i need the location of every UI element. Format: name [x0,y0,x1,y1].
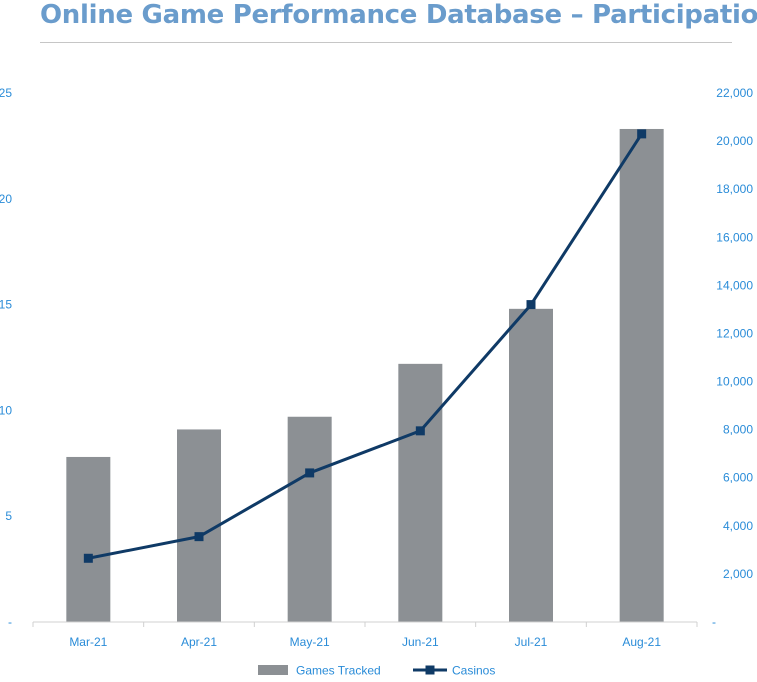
casinos-marker-mar-21 [83,553,93,563]
casinos-marker-may-21 [305,468,315,478]
casinos-marker-aug-21 [637,129,647,139]
right-axis-tick-label: 10,000 [716,375,753,389]
left-axis-tick-label: 15 [0,298,12,312]
left-axis-tick-label: 20 [0,192,12,206]
right-axis-tick-label: - [712,615,716,629]
right-axis-tick-label: 4,000 [723,519,753,533]
left-axis-tick-label: 5 [5,509,12,523]
left-axis-tick-label: 25 [0,86,12,100]
casinos-line [88,133,643,560]
axes-group: Mar-21 Apr-21 May-21 Jun-21 Jul-21 Aug-21 - 5 10… [0,86,753,649]
bar-jun-21 [398,363,443,622]
legend-label-games-tracked: Games Tracked [296,664,381,678]
x-tick-label: Aug-21 [622,635,661,649]
x-tick-label: May-21 [290,635,330,649]
bar-aug-21 [619,128,664,623]
legend: Games Tracked Casinos [258,664,495,678]
right-axis-tick-label: 22,000 [716,86,753,100]
right-axis-tick-label: 14,000 [716,278,753,292]
right-axis-tick-label: 12,000 [716,326,753,340]
line-series-group [83,129,647,563]
legend-swatch-casinos-marker [425,665,435,675]
casinos-marker-jun-21 [415,426,425,436]
left-axis-tick-label: - [8,615,12,629]
right-axis-tick-label: 16,000 [716,230,753,244]
legend-label-casinos: Casinos [452,664,495,678]
left-axis-tick-label: 10 [0,403,12,417]
x-tick-label: Jun-21 [402,635,439,649]
casinos-marker-jul-21 [526,300,536,310]
right-axis-tick-label: 2,000 [723,567,753,581]
bar-mar-21 [66,456,111,622]
title-divider [40,42,732,43]
bar-may-21 [287,416,332,622]
bar-series-group [66,128,664,623]
x-tick-label: Apr-21 [181,635,217,649]
right-axis-tick-label: 6,000 [723,471,753,485]
x-tick-label: Mar-21 [69,635,107,649]
bar-jul-21 [509,308,553,622]
chart-title: Online Game Performance Database – Parti… [40,0,757,30]
right-axis-tick-label: 18,000 [716,182,753,196]
right-axis-tick-label: 20,000 [716,134,753,148]
legend-swatch-games-tracked [258,665,288,675]
casinos-marker-apr-21 [194,532,204,542]
x-tick-label: Jul-21 [515,635,548,649]
bar-apr-21 [177,429,221,622]
right-axis-tick-label: 8,000 [723,423,753,437]
